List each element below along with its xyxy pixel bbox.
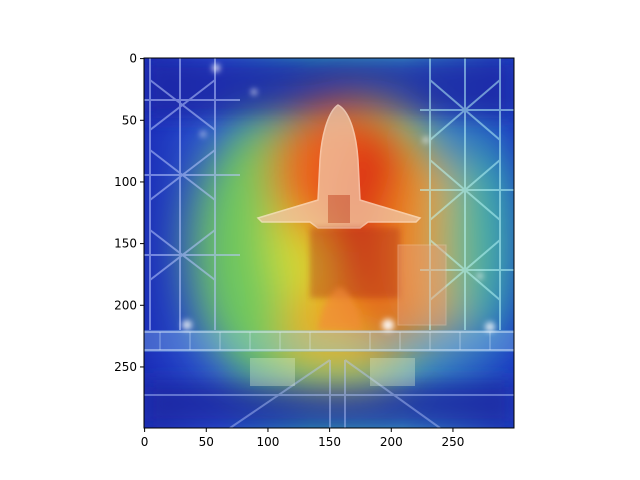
external-tank-nose bbox=[318, 287, 362, 330]
y-tick-label: 0 bbox=[129, 52, 137, 66]
left-tower bbox=[144, 58, 240, 330]
lamps bbox=[182, 64, 495, 332]
x-tick-label: 100 bbox=[256, 435, 279, 449]
y-tick-label: 150 bbox=[114, 237, 137, 251]
platform-walkway bbox=[144, 330, 514, 352]
x-tick-label: 250 bbox=[441, 435, 464, 449]
right-tower bbox=[420, 58, 514, 330]
x-tick-label: 200 bbox=[380, 435, 403, 449]
axes-frame bbox=[143, 57, 515, 429]
x-axis: 0 50 100 150 200 250 bbox=[141, 428, 464, 449]
x-tick-label: 0 bbox=[141, 435, 149, 449]
y-tick-label: 50 bbox=[122, 113, 137, 127]
y-tick-label: 250 bbox=[114, 360, 137, 374]
y-axis: 0 50 100 150 200 250 bbox=[114, 52, 144, 374]
heatmap-image bbox=[144, 58, 514, 428]
lower-structure bbox=[144, 359, 514, 428]
x-tick-label: 150 bbox=[318, 435, 341, 449]
y-tick-label: 100 bbox=[114, 175, 137, 189]
y-tick-label: 200 bbox=[114, 298, 137, 312]
x-tick-label: 50 bbox=[199, 435, 214, 449]
